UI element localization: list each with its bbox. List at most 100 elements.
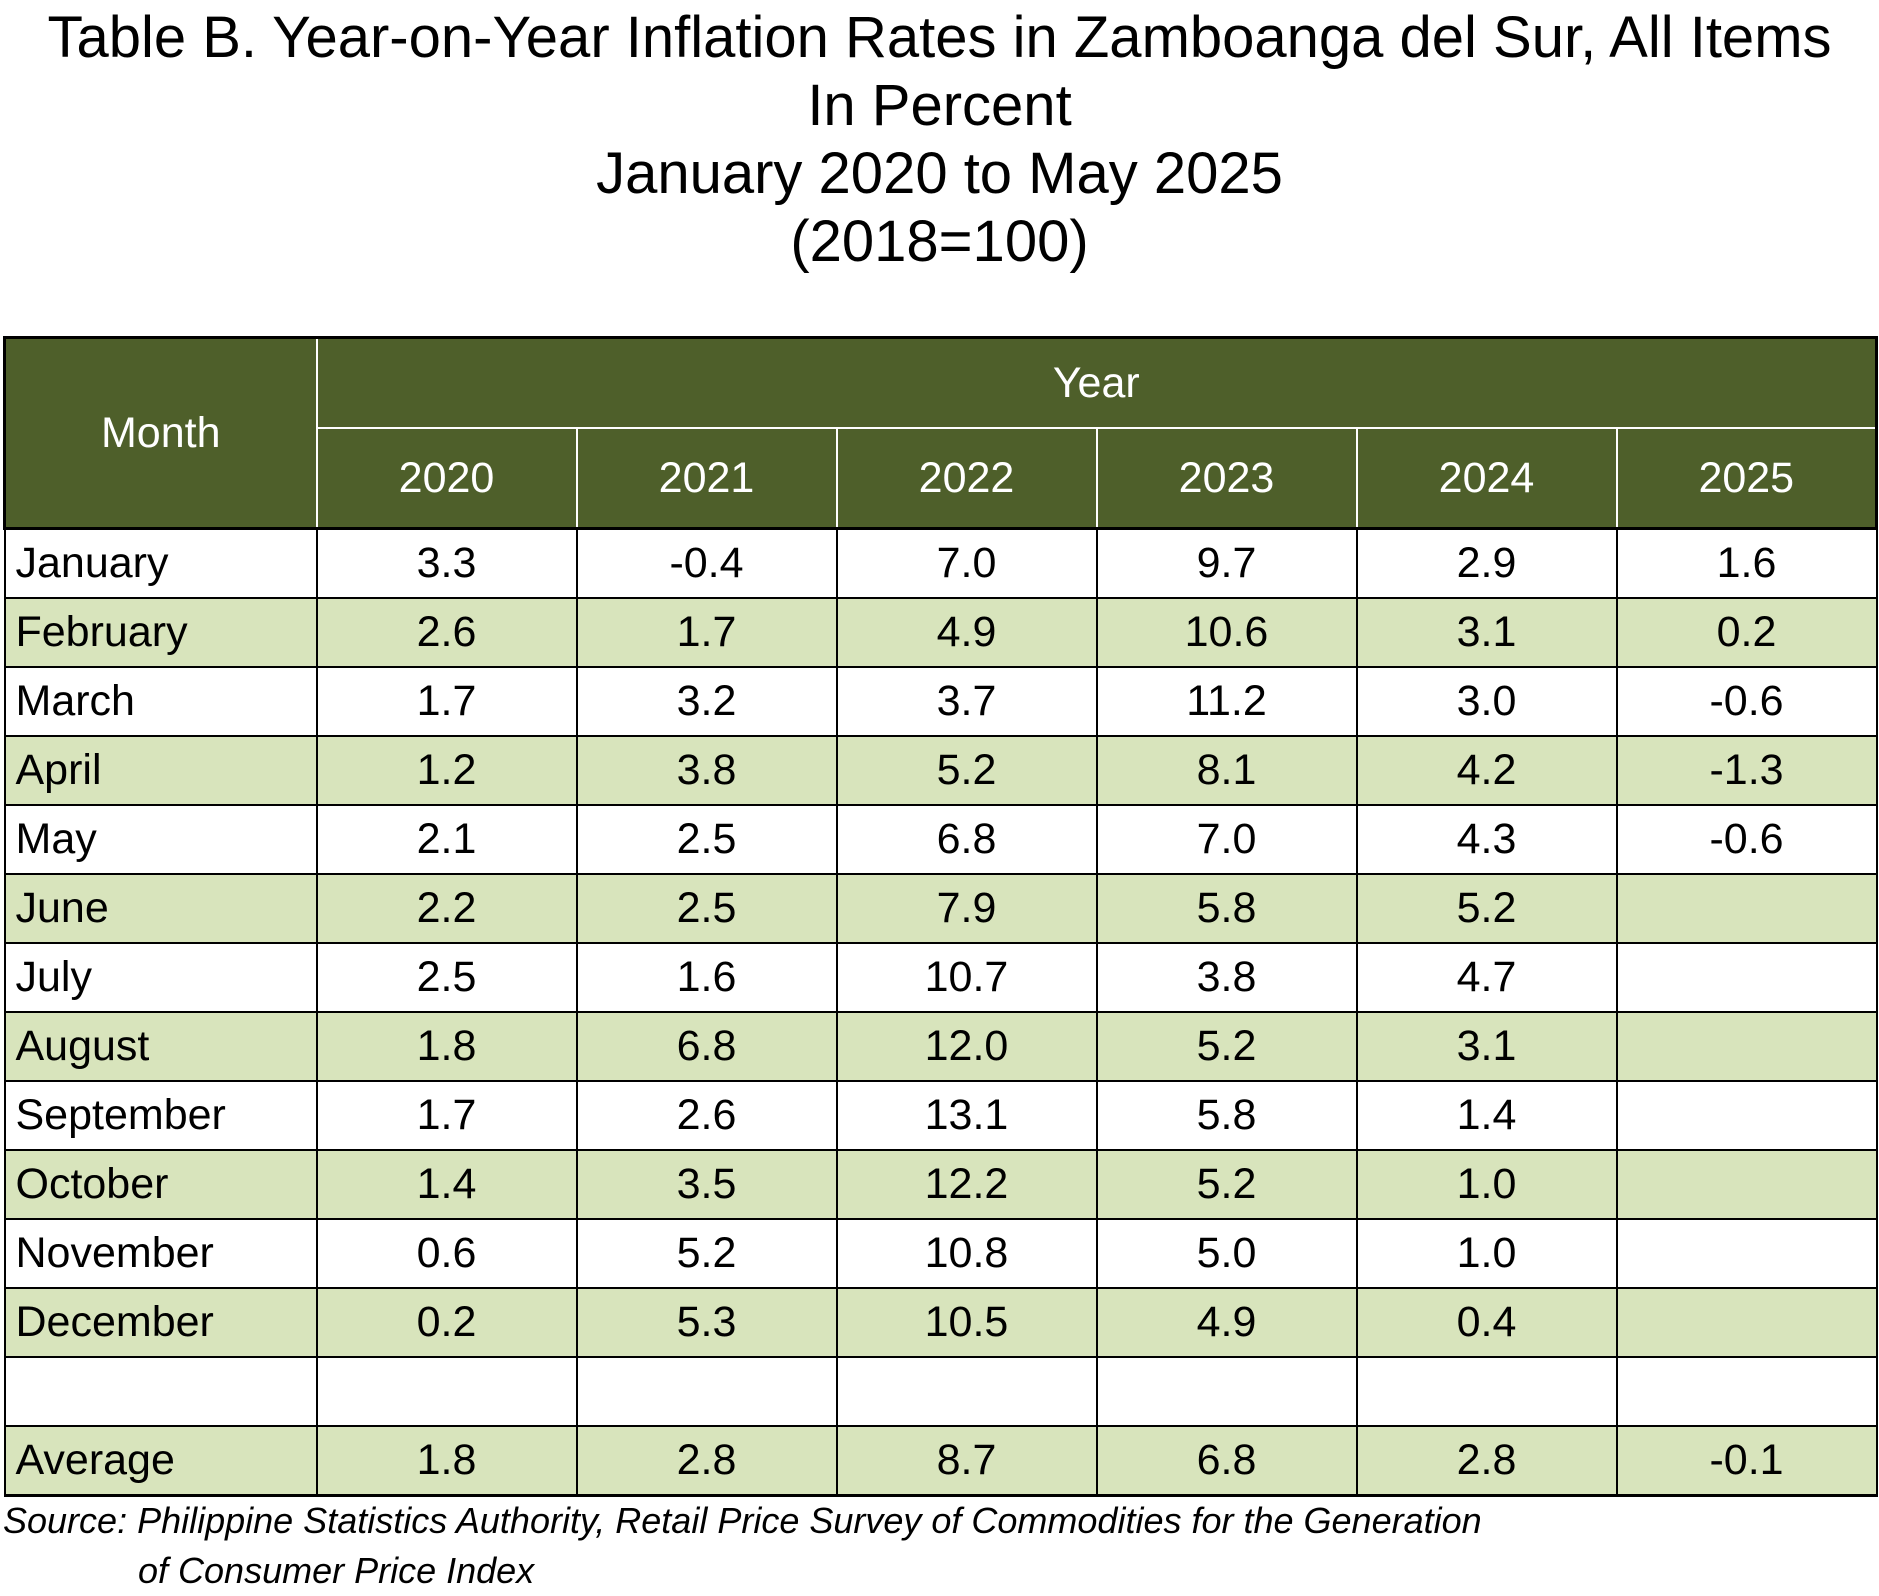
table-row-february: February 2.6 1.7 4.9 10.6 3.1 0.2 xyxy=(3,597,1878,668)
value-cell xyxy=(1615,1287,1878,1358)
value-cell: 5.2 xyxy=(835,735,1098,806)
value-cell: 0.6 xyxy=(315,1218,578,1289)
month-cell: September xyxy=(3,1080,318,1151)
month-cell: December xyxy=(3,1287,318,1358)
average-value-cell: 2.8 xyxy=(575,1425,838,1497)
value-cell: 8.1 xyxy=(1095,735,1358,806)
table-title: Table B. Year-on-Year Inflation Rates in… xyxy=(0,4,1879,276)
value-cell: 1.6 xyxy=(575,942,838,1013)
blank-cell xyxy=(575,1356,838,1427)
average-value-cell: 6.8 xyxy=(1095,1425,1358,1497)
value-cell: 4.9 xyxy=(1095,1287,1358,1358)
table-row-june: June 2.2 2.5 7.9 5.8 5.2 xyxy=(3,873,1878,944)
value-cell: 5.0 xyxy=(1095,1218,1358,1289)
value-cell: 4.7 xyxy=(1355,942,1618,1013)
table-row-blank xyxy=(3,1356,1878,1427)
table-row-september: September 1.7 2.6 13.1 5.8 1.4 xyxy=(3,1080,1878,1151)
table-row-may: May 2.1 2.5 6.8 7.0 4.3 -0.6 xyxy=(3,804,1878,875)
value-cell: 1.0 xyxy=(1355,1218,1618,1289)
value-cell: 1.7 xyxy=(315,1080,578,1151)
month-column-header: Month xyxy=(3,336,318,529)
value-cell: 3.7 xyxy=(835,666,1098,737)
month-cell: October xyxy=(3,1149,318,1220)
value-cell: 7.0 xyxy=(1095,804,1358,875)
value-cell: 3.8 xyxy=(575,735,838,806)
value-cell: 1.2 xyxy=(315,735,578,806)
blank-cell xyxy=(1355,1356,1618,1427)
month-cell: November xyxy=(3,1218,318,1289)
value-cell: 2.5 xyxy=(575,873,838,944)
value-cell: -1.3 xyxy=(1615,735,1878,806)
month-cell: February xyxy=(3,597,318,668)
table-row-july: July 2.5 1.6 10.7 3.8 4.7 xyxy=(3,942,1878,1013)
blank-cell xyxy=(3,1356,318,1427)
value-cell: 3.2 xyxy=(575,666,838,737)
year-header-2025: 2025 xyxy=(1616,428,1879,529)
blank-cell xyxy=(835,1356,1098,1427)
value-cell: 4.2 xyxy=(1355,735,1618,806)
year-header-2020: 2020 xyxy=(316,428,578,529)
value-cell xyxy=(1615,873,1878,944)
source-note: Source: Philippine Statistics Authority,… xyxy=(3,1496,1482,1596)
value-cell: 4.3 xyxy=(1355,804,1618,875)
value-cell: 5.8 xyxy=(1095,873,1358,944)
value-cell: 1.4 xyxy=(1355,1080,1618,1151)
value-cell: -0.6 xyxy=(1615,804,1878,875)
blank-cell xyxy=(1095,1356,1358,1427)
value-cell: 5.2 xyxy=(1095,1011,1358,1082)
value-cell: 10.7 xyxy=(835,942,1098,1013)
value-cell xyxy=(1615,942,1878,1013)
table-row-april: April 1.2 3.8 5.2 8.1 4.2 -1.3 xyxy=(3,735,1878,806)
value-cell: 2.5 xyxy=(575,804,838,875)
value-cell: 3.3 xyxy=(315,527,578,599)
value-cell: 6.8 xyxy=(575,1011,838,1082)
value-cell: 1.0 xyxy=(1355,1149,1618,1220)
value-cell: 9.7 xyxy=(1095,527,1358,599)
value-cell: 10.6 xyxy=(1095,597,1358,668)
year-header-2024: 2024 xyxy=(1356,428,1618,529)
value-cell: 1.6 xyxy=(1615,527,1878,599)
value-cell: 0.2 xyxy=(315,1287,578,1358)
source-line-2: of Consumer Price Index xyxy=(138,1550,535,1591)
average-value-cell: 8.7 xyxy=(835,1425,1098,1497)
value-cell xyxy=(1615,1011,1878,1082)
year-header-2023: 2023 xyxy=(1096,428,1358,529)
average-value-cell: 2.8 xyxy=(1355,1425,1618,1497)
value-cell: 3.1 xyxy=(1355,1011,1618,1082)
month-cell: March xyxy=(3,666,318,737)
value-cell: 5.2 xyxy=(1095,1149,1358,1220)
value-cell: 6.8 xyxy=(835,804,1098,875)
value-cell xyxy=(1615,1080,1878,1151)
table-row-december: December 0.2 5.3 10.5 4.9 0.4 xyxy=(3,1287,1878,1358)
blank-cell xyxy=(1615,1356,1878,1427)
value-cell: 7.9 xyxy=(835,873,1098,944)
value-cell: 5.2 xyxy=(1355,873,1618,944)
title-line-3: January 2020 to May 2025 xyxy=(596,141,1283,206)
value-cell: 11.2 xyxy=(1095,666,1358,737)
inflation-table: Month Year 2020 2021 2022 2023 2024 2025… xyxy=(3,336,1879,1497)
value-cell: 7.0 xyxy=(835,527,1098,599)
title-line-4: (2018=100) xyxy=(790,209,1089,274)
year-group-header: Year xyxy=(316,336,1879,429)
year-header-2021: 2021 xyxy=(576,428,838,529)
average-label: Average xyxy=(3,1425,318,1497)
table-row-august: August 1.8 6.8 12.0 5.2 3.1 xyxy=(3,1011,1878,1082)
value-cell: 2.9 xyxy=(1355,527,1618,599)
value-cell: 0.2 xyxy=(1615,597,1878,668)
value-cell: -0.4 xyxy=(575,527,838,599)
value-cell: 3.1 xyxy=(1355,597,1618,668)
year-header-2022: 2022 xyxy=(836,428,1098,529)
value-cell: 10.8 xyxy=(835,1218,1098,1289)
month-cell: June xyxy=(3,873,318,944)
value-cell: 3.8 xyxy=(1095,942,1358,1013)
table-row-october: October 1.4 3.5 12.2 5.2 1.0 xyxy=(3,1149,1878,1220)
value-cell: 5.3 xyxy=(575,1287,838,1358)
value-cell xyxy=(1615,1218,1878,1289)
value-cell: 2.6 xyxy=(315,597,578,668)
value-cell: 5.2 xyxy=(575,1218,838,1289)
average-value-cell: 1.8 xyxy=(315,1425,578,1497)
value-cell: -0.6 xyxy=(1615,666,1878,737)
month-cell: July xyxy=(3,942,318,1013)
value-cell: 3.0 xyxy=(1355,666,1618,737)
value-cell: 2.2 xyxy=(315,873,578,944)
